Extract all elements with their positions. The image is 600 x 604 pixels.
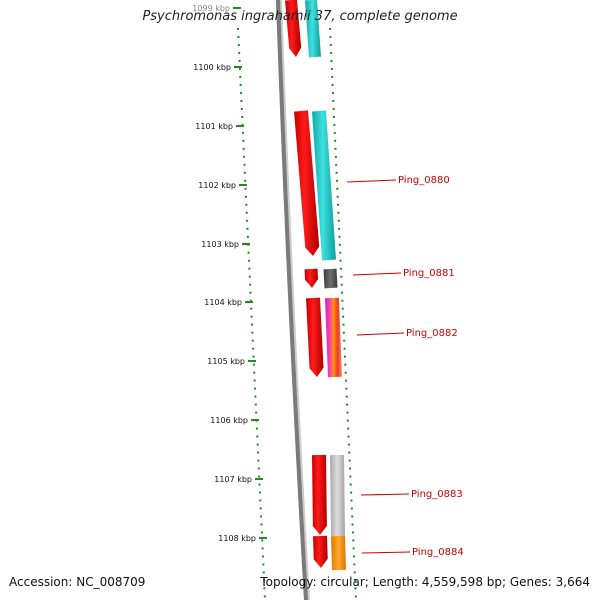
ruler-tick-label: 1106 kbp	[210, 416, 248, 425]
ruler-tick-label: 1100 kbp	[193, 63, 231, 72]
ruler-tick-label: 1099 kbp	[192, 4, 230, 13]
feature-bar[interactable]	[305, 0, 321, 58]
cds-arrow[interactable]	[306, 297, 324, 377]
gene-label[interactable]: Ping_0882	[406, 328, 458, 339]
ruler-tick-label: 1107 kbp	[214, 475, 252, 484]
accession-text: Accession: NC_008709	[9, 575, 146, 589]
gene-label-leader	[352, 272, 402, 276]
gene-label-leader	[360, 493, 410, 496]
kbp-ruler: 1099 kbp 1100 kbp 1101 kbp 1102 kbp 1103 kbp…	[192, 4, 267, 543]
gene-label[interactable]: Ping_0884	[412, 547, 464, 558]
ruler-tick-label: 1104 kbp	[204, 298, 242, 307]
ruler-tick-label: 1105 kbp	[207, 357, 245, 366]
gene-label-leader	[361, 551, 411, 554]
feature-bar[interactable]	[325, 297, 342, 378]
gene-label-leader	[356, 332, 405, 336]
gene-label[interactable]: Ping_0883	[411, 489, 463, 500]
gene-labels: Ping_0880 Ping_0881 Ping_0882 Ping_0883 Ping…	[346, 175, 464, 558]
gene-label-leader	[346, 179, 397, 183]
ruler-tick-label: 1102 kbp	[198, 181, 236, 190]
cds-arrow[interactable]	[304, 268, 319, 288]
ruler-tick-label: 1103 kbp	[201, 240, 239, 249]
gene-label[interactable]: Ping_0881	[403, 268, 455, 279]
gene-label[interactable]: Ping_0880	[398, 175, 450, 186]
gene-features	[285, 0, 346, 571]
cds-arrow[interactable]	[312, 454, 327, 535]
genome-backbone	[276, 0, 308, 601]
genome-title: Psychromonas ingrahamii 37, complete gen…	[142, 9, 458, 24]
feature-bar[interactable]	[330, 454, 345, 537]
cds-arrow[interactable]	[313, 535, 328, 568]
feature-bar[interactable]	[312, 110, 336, 261]
track-boundary-left	[237, 27, 266, 601]
feature-bar[interactable]	[331, 535, 346, 571]
feature-bar[interactable]	[323, 268, 338, 289]
ruler-tick-label: 1108 kbp	[218, 534, 256, 543]
cds-arrow[interactable]	[294, 110, 320, 256]
topology-text: Topology: circular; Length: 4,559,598 bp…	[260, 575, 590, 589]
cds-arrow[interactable]	[285, 0, 302, 57]
ruler-tick-label: 1101 kbp	[195, 122, 233, 131]
